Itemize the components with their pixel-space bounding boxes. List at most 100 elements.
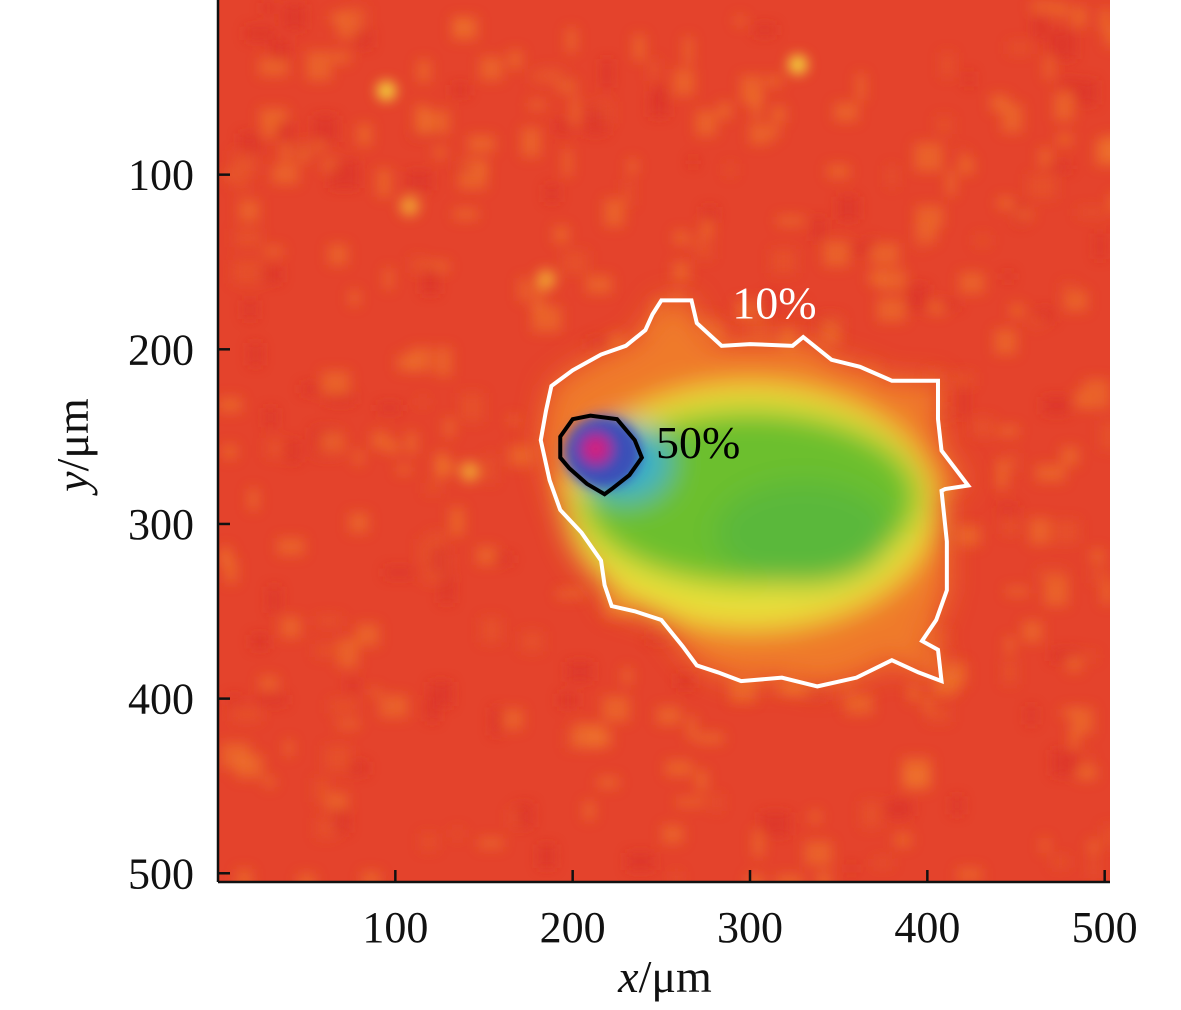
texture-patch (602, 696, 630, 722)
texture-patch (261, 118, 280, 139)
texture-patch (626, 852, 655, 871)
texture-patch (1010, 303, 1024, 318)
texture-patch (245, 26, 275, 41)
texture-patch (936, 116, 953, 134)
texture-patch (328, 244, 348, 266)
texture-patch (434, 451, 449, 480)
texture-patch (545, 184, 559, 202)
texture-patch (746, 874, 765, 882)
texture-patch (554, 118, 571, 135)
texture-patch (870, 243, 900, 266)
texture-patch (867, 237, 876, 250)
y-tick-label: 300 (128, 500, 194, 549)
texture-patch (329, 699, 358, 714)
texture-patch (777, 215, 804, 226)
texture-patch (740, 75, 764, 105)
texture-patch (528, 100, 546, 110)
texture-patch (766, 75, 782, 87)
texture-patch (883, 807, 907, 816)
y-tick-label: 200 (128, 325, 194, 374)
texture-patch (478, 838, 504, 849)
texture-patch (263, 2, 275, 14)
texture-patch (770, 125, 780, 139)
texture-patch (689, 157, 698, 167)
texture-patch (259, 676, 279, 690)
texture-patch (531, 305, 562, 332)
texture-patch (353, 29, 372, 48)
texture-patch (348, 761, 368, 775)
texture-patch (449, 507, 465, 536)
texture-patch (1088, 849, 1098, 879)
texture-patch (665, 760, 693, 777)
texture-patch (995, 459, 1009, 489)
texture-patch (1077, 207, 1106, 218)
x-axis-label: x/μm (617, 951, 712, 1002)
texture-patch (702, 206, 717, 224)
texture-patch (232, 150, 258, 176)
texture-patch (1083, 652, 1097, 661)
texture-patch (914, 142, 943, 172)
peak-magenta (586, 439, 605, 458)
texture-patch (562, 250, 589, 275)
plume (540, 300, 969, 687)
texture-patch (1061, 446, 1079, 466)
texture-patch (243, 300, 257, 320)
texture-patch (946, 171, 956, 196)
texture-patch (1040, 837, 1049, 853)
texture-patch (974, 234, 991, 246)
texture-patch (847, 863, 856, 874)
texture-patch (329, 160, 359, 189)
x-tick-label: 500 (1072, 903, 1138, 952)
texture-patch (479, 56, 503, 81)
texture-patch (997, 196, 1014, 210)
texture-patch (997, 504, 1019, 514)
texture-patch (861, 801, 882, 828)
texture-patch (1071, 6, 1088, 28)
x-tick-label: 400 (894, 903, 960, 952)
texture-patch (656, 82, 665, 101)
bright-spot (399, 196, 420, 217)
texture-patch (543, 74, 561, 83)
texture-patch (354, 449, 363, 466)
texture-patch (567, 662, 593, 682)
texture-patch (696, 246, 713, 260)
texture-patch (1099, 421, 1110, 450)
texture-patch (940, 52, 954, 78)
texture-patch (256, 694, 287, 706)
texture-patch (410, 256, 426, 273)
texture-patch (521, 127, 541, 157)
texture-patch (622, 667, 632, 685)
texture-patch (239, 133, 262, 155)
texture-patch (258, 57, 289, 77)
texture-patch (493, 554, 513, 565)
contour-label-10: 10% (732, 277, 816, 328)
texture-patch (1054, 92, 1074, 121)
texture-patch (1083, 379, 1110, 409)
texture-patch (751, 93, 761, 120)
texture-patch (894, 833, 912, 847)
texture-patch (804, 841, 833, 866)
texture-patch (747, 315, 773, 342)
texture-patch (421, 110, 450, 134)
texture-patch (508, 50, 523, 70)
texture-patch (1052, 750, 1080, 776)
texture-patch (315, 615, 342, 626)
texture-patch (376, 168, 392, 198)
texture-patch (603, 198, 625, 227)
texture-patch (538, 844, 555, 868)
texture-patch (426, 700, 438, 722)
texture-patch (420, 833, 437, 851)
texture-patch (349, 290, 360, 306)
texture-patch (1104, 26, 1110, 47)
texture-patch (297, 873, 316, 882)
texture-patch (877, 297, 906, 322)
texture-patch (348, 512, 369, 533)
texture-patch (1003, 271, 1013, 282)
texture-patch (1003, 658, 1017, 685)
texture-patch (725, 163, 735, 176)
texture-patch (396, 465, 412, 474)
texture-patch (429, 547, 449, 572)
y-tick-label: 100 (128, 151, 194, 200)
texture-patch (456, 17, 469, 35)
texture-patch (633, 34, 646, 61)
